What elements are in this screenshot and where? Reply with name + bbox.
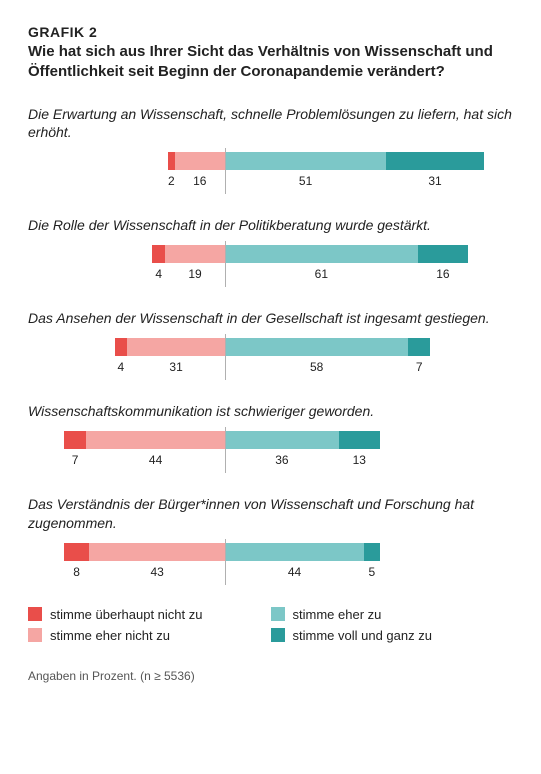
seg-strongly-agree <box>339 431 380 449</box>
value-labels: 4 19 61 16 <box>64 267 484 283</box>
seg-strongly-agree <box>408 338 430 356</box>
legend-label: stimme eher nicht zu <box>50 628 170 643</box>
seg-somewhat-disagree <box>127 338 225 356</box>
value-label: 16 <box>436 267 449 281</box>
legend-item: stimme überhaupt nicht zu <box>28 607 271 622</box>
seg-strongly-disagree <box>64 431 86 449</box>
value-label: 51 <box>299 174 312 188</box>
value-label: 44 <box>149 453 162 467</box>
value-label: 31 <box>428 174 441 188</box>
bar-track <box>64 338 484 356</box>
value-labels: 2 16 51 31 <box>64 174 484 190</box>
statement-text: Das Verständnis der Bürger*innen von Wis… <box>28 495 513 533</box>
value-labels: 4 31 58 7 <box>64 360 484 376</box>
legend-item: stimme voll und ganz zu <box>271 628 514 643</box>
value-label: 8 <box>73 565 80 579</box>
bar-track <box>64 152 484 170</box>
seg-strongly-agree <box>418 245 469 263</box>
value-labels: 7 44 36 13 <box>64 453 484 469</box>
center-divider <box>225 241 226 287</box>
value-label: 7 <box>72 453 79 467</box>
bar-row: Wissenschaftskommunikation ist schwierig… <box>28 402 513 469</box>
value-label: 4 <box>155 267 162 281</box>
chart-container: Die Erwartung an Wissenschaft, schnelle … <box>28 105 513 581</box>
seg-somewhat-agree <box>225 245 418 263</box>
value-label: 58 <box>310 360 323 374</box>
swatch-strongly-disagree <box>28 607 42 621</box>
seg-strongly-disagree <box>152 245 165 263</box>
value-label: 43 <box>150 565 163 579</box>
chart-label: GRAFIK 2 <box>28 24 513 40</box>
statement-text: Das Ansehen der Wissenschaft in der Gese… <box>28 309 513 328</box>
swatch-somewhat-disagree <box>28 628 42 642</box>
seg-strongly-disagree <box>115 338 128 356</box>
center-divider <box>225 148 226 194</box>
seg-somewhat-disagree <box>165 245 225 263</box>
value-label: 4 <box>117 360 124 374</box>
swatch-strongly-agree <box>271 628 285 642</box>
bar-row: Das Verständnis der Bürger*innen von Wis… <box>28 495 513 581</box>
center-divider <box>225 539 226 585</box>
statement-text: Wissenschaftskommunikation ist schwierig… <box>28 402 513 421</box>
value-label: 36 <box>275 453 288 467</box>
seg-somewhat-disagree <box>86 431 225 449</box>
seg-somewhat-agree <box>225 543 364 561</box>
value-label: 31 <box>169 360 182 374</box>
value-label: 44 <box>288 565 301 579</box>
bar-row: Die Rolle der Wissenschaft in der Politi… <box>28 216 513 283</box>
bar-track <box>64 543 484 561</box>
seg-somewhat-agree <box>225 152 386 170</box>
bar-track <box>64 431 484 449</box>
legend-label: stimme eher zu <box>293 607 382 622</box>
chart-question: Wie hat sich aus Ihrer Sicht das Verhält… <box>28 42 513 83</box>
value-labels: 8 43 44 5 <box>64 565 484 581</box>
value-label: 19 <box>188 267 201 281</box>
statement-text: Die Rolle der Wissenschaft in der Politi… <box>28 216 513 235</box>
value-label: 16 <box>193 174 206 188</box>
value-label: 2 <box>168 174 175 188</box>
legend: stimme überhaupt nicht zu stimme eher zu… <box>28 607 513 649</box>
value-label: 7 <box>416 360 423 374</box>
value-label: 61 <box>315 267 328 281</box>
bar-row: Das Ansehen der Wissenschaft in der Gese… <box>28 309 513 376</box>
center-divider <box>225 427 226 473</box>
footnote: Angaben in Prozent. (n ≥ 5536) <box>28 669 513 683</box>
legend-label: stimme voll und ganz zu <box>293 628 432 643</box>
bar-track <box>64 245 484 263</box>
center-divider <box>225 334 226 380</box>
value-label: 5 <box>369 565 376 579</box>
seg-strongly-agree <box>364 543 380 561</box>
legend-label: stimme überhaupt nicht zu <box>50 607 202 622</box>
bar-row: Die Erwartung an Wissenschaft, schnelle … <box>28 105 513 191</box>
seg-somewhat-agree <box>225 338 408 356</box>
seg-strongly-disagree <box>64 543 89 561</box>
legend-item: stimme eher nicht zu <box>28 628 271 643</box>
swatch-somewhat-agree <box>271 607 285 621</box>
seg-somewhat-agree <box>225 431 339 449</box>
statement-text: Die Erwartung an Wissenschaft, schnelle … <box>28 105 513 143</box>
legend-item: stimme eher zu <box>271 607 514 622</box>
value-label: 13 <box>353 453 366 467</box>
seg-somewhat-disagree <box>175 152 226 170</box>
seg-strongly-agree <box>386 152 484 170</box>
seg-somewhat-disagree <box>89 543 225 561</box>
